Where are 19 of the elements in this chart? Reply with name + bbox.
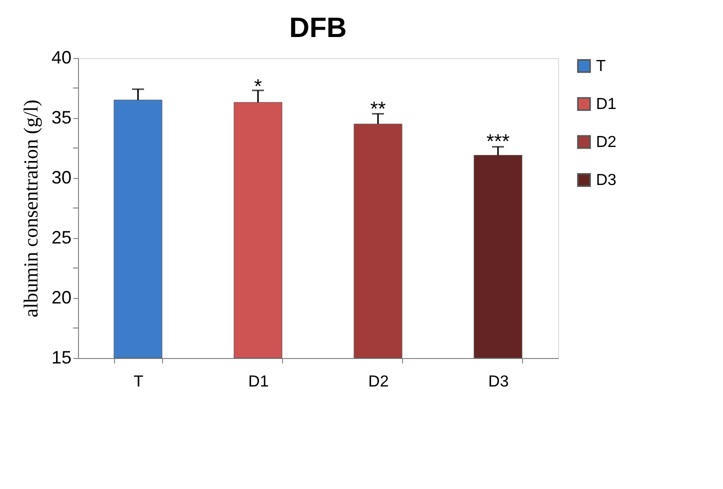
legend-label: D1 [596, 96, 617, 113]
x-tick-label: T [134, 374, 144, 390]
legend-label: D2 [596, 134, 617, 151]
annotation: ** [370, 98, 386, 121]
legend-label: D3 [596, 172, 617, 189]
y-tick-label: 30 [51, 168, 72, 188]
x-tick-label: D3 [488, 374, 509, 390]
y-tick-label: 15 [51, 348, 72, 368]
y-tick-label: 40 [51, 48, 72, 68]
x-tick-label: D2 [368, 374, 389, 390]
y-tick-label: 25 [51, 228, 72, 248]
annotation: * [254, 76, 262, 98]
y-tick-label: 35 [51, 108, 72, 128]
annotation: *** [486, 131, 510, 153]
y-tick-label: 20 [51, 288, 72, 308]
x-tick-label: D1 [248, 374, 269, 390]
chart-title: DFB [289, 12, 347, 43]
y-axis-title: albumin consentration (g/l) [20, 100, 42, 318]
legend-label: T [596, 58, 606, 75]
